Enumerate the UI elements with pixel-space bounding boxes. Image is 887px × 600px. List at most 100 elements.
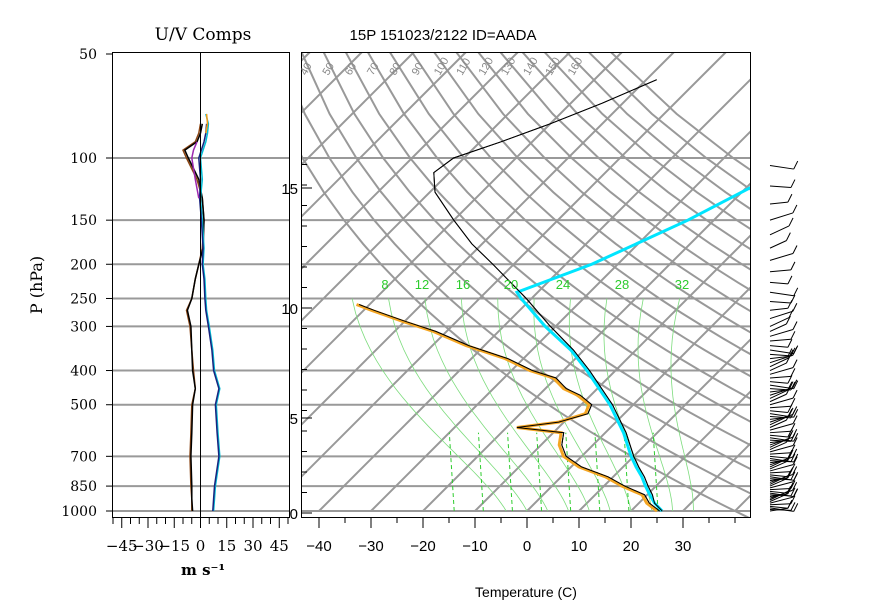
wind-barb-shaft bbox=[769, 461, 787, 470]
wind-barb-feather bbox=[793, 409, 799, 418]
skewt-height-tick-labels: 0 5 10 15 bbox=[281, 164, 312, 523]
skewt-x-tick-label: −30 bbox=[358, 538, 383, 555]
wind-barb-feather bbox=[787, 338, 793, 348]
wind-barb-feather bbox=[790, 398, 796, 407]
wind-barb-shaft bbox=[769, 419, 787, 428]
uv-series-line bbox=[191, 141, 200, 199]
skewt-dry-adiabat-label: 100 bbox=[432, 56, 452, 78]
wind-barb-feather bbox=[792, 204, 798, 214]
wind-barb-feather bbox=[790, 347, 796, 357]
wind-barb-shaft bbox=[769, 389, 788, 393]
wind-barb-shaft bbox=[769, 457, 794, 463]
wind-barb-shaft bbox=[769, 212, 794, 221]
wind-barb-feather bbox=[793, 472, 799, 481]
wind-barb-feather bbox=[787, 432, 793, 441]
wind-barb-feather bbox=[792, 448, 798, 458]
wind-barb-feather bbox=[790, 495, 796, 504]
wind-barb-feather bbox=[793, 503, 799, 512]
wind-barb-shaft bbox=[769, 397, 794, 406]
wind-barb-feather bbox=[790, 444, 796, 453]
skewt-dry-adiabat bbox=[521, 52, 751, 251]
wind-barb-feather bbox=[790, 368, 796, 377]
skewt-isotherm bbox=[301, 52, 311, 63]
wind-barb-shaft bbox=[769, 439, 791, 442]
wind-barb-shaft bbox=[769, 164, 794, 170]
wind-barb-feather bbox=[790, 179, 796, 188]
wind-barb-feather bbox=[793, 453, 799, 463]
skewt-x-tick-label: −20 bbox=[410, 538, 435, 555]
skewt-mixing-ratio-label: 16 bbox=[456, 277, 470, 292]
wind-barb-feather bbox=[787, 275, 793, 285]
uv-frame bbox=[112, 52, 290, 518]
wind-barb-shaft bbox=[769, 388, 791, 391]
uv-series-line bbox=[199, 113, 221, 512]
wind-barb-feather bbox=[790, 480, 796, 489]
wind-barb-shaft bbox=[769, 291, 794, 297]
wind-barb-shaft bbox=[769, 492, 794, 498]
skewt-dry-adiabat-label: 90 bbox=[410, 61, 427, 78]
uv-x-tick-label: 30 bbox=[243, 537, 262, 555]
uv-y-tick-label: 100 bbox=[70, 151, 97, 167]
uv-y-tick-label: 50 bbox=[79, 47, 97, 63]
wind-barb-shaft bbox=[769, 389, 790, 399]
skewt-dry-adiabat bbox=[455, 52, 751, 313]
uv-series-line bbox=[205, 113, 209, 134]
uv-y-axis-label: P (hPa) bbox=[27, 256, 46, 314]
uv-x-tick-label: 45 bbox=[270, 537, 289, 555]
wind-barb-shaft bbox=[769, 490, 788, 494]
uv-x-axis-label: m s⁻¹ bbox=[181, 561, 225, 579]
skewt-height-tick-label: 15 bbox=[281, 181, 298, 198]
skewt-dry-adiabat bbox=[322, 52, 751, 447]
wind-barb-feather bbox=[793, 433, 799, 442]
wind-barb-feather bbox=[790, 463, 796, 472]
skewt-dry-adiabat bbox=[388, 52, 751, 378]
skewt-moist-adiabat bbox=[351, 298, 507, 512]
skewt-mixing-ratio-label: 20 bbox=[504, 277, 518, 292]
wind-barb-shaft bbox=[769, 252, 794, 261]
wind-barb-shaft bbox=[769, 240, 787, 249]
skewt-mixing-ratio-line bbox=[448, 432, 455, 512]
wind-barb-feather bbox=[787, 193, 793, 203]
wind-barb-feather bbox=[787, 375, 793, 384]
wind-barb-shaft bbox=[769, 434, 788, 438]
wind-barb-shaft bbox=[769, 384, 794, 390]
skewt-isotherm bbox=[630, 389, 751, 512]
wind-barb-shaft bbox=[769, 323, 787, 332]
wind-barb-feather bbox=[787, 408, 793, 418]
skewt-mixing-ratio-line bbox=[536, 432, 543, 512]
wind-barb-shaft bbox=[769, 474, 788, 478]
skewt-frame bbox=[301, 52, 751, 518]
skewt-mixing-ratio-label: 8 bbox=[381, 277, 388, 292]
wind-barb-shaft bbox=[769, 441, 787, 451]
skewt-dry-adiabat-label: 150 bbox=[544, 56, 564, 78]
wind-barb-shaft bbox=[769, 353, 791, 357]
skewt-moist-adiabat bbox=[533, 298, 611, 512]
wind-barb-shaft bbox=[769, 387, 793, 396]
skewt-x-tick-labels: −40 −30 −20 −10 0 10 20 30 bbox=[306, 518, 736, 555]
skewt-isotherm bbox=[301, 52, 623, 375]
skewt-mixing-ratio-label: 32 bbox=[675, 277, 689, 292]
wind-barb-shaft bbox=[769, 505, 788, 509]
skewt-background-lines bbox=[0, 52, 751, 518]
wind-barb-shaft bbox=[769, 507, 794, 512]
skewt-dry-adiabat-label: 60 bbox=[343, 61, 360, 78]
skewt-dry-adiabat-label: 40 bbox=[298, 61, 315, 78]
wind-barb-feather bbox=[793, 287, 799, 297]
wind-barb-shaft bbox=[769, 478, 787, 487]
wind-barb-shaft bbox=[769, 455, 788, 459]
uv-x-tick-label: 0 bbox=[196, 537, 206, 555]
wind-barb-shaft bbox=[769, 269, 791, 273]
skewt-isotherm bbox=[0, 52, 154, 511]
skewt-dry-adiabat-label: 80 bbox=[387, 61, 404, 78]
skewt-height-tick-label: 0 bbox=[290, 506, 298, 523]
wind-barb-feather bbox=[790, 487, 796, 497]
skewt-isotherm bbox=[682, 441, 751, 512]
skewt-mixing-ratio-label: 28 bbox=[615, 277, 629, 292]
wind-barb-feather bbox=[787, 500, 793, 509]
wind-barb-shaft bbox=[769, 310, 794, 320]
uv-series-group bbox=[182, 113, 221, 512]
skewt-mixing-ratio-line bbox=[507, 432, 513, 512]
skewt-dry-adiabat bbox=[432, 52, 751, 334]
wind-barb-feather bbox=[790, 261, 796, 271]
skewt-series-line bbox=[514, 185, 751, 513]
